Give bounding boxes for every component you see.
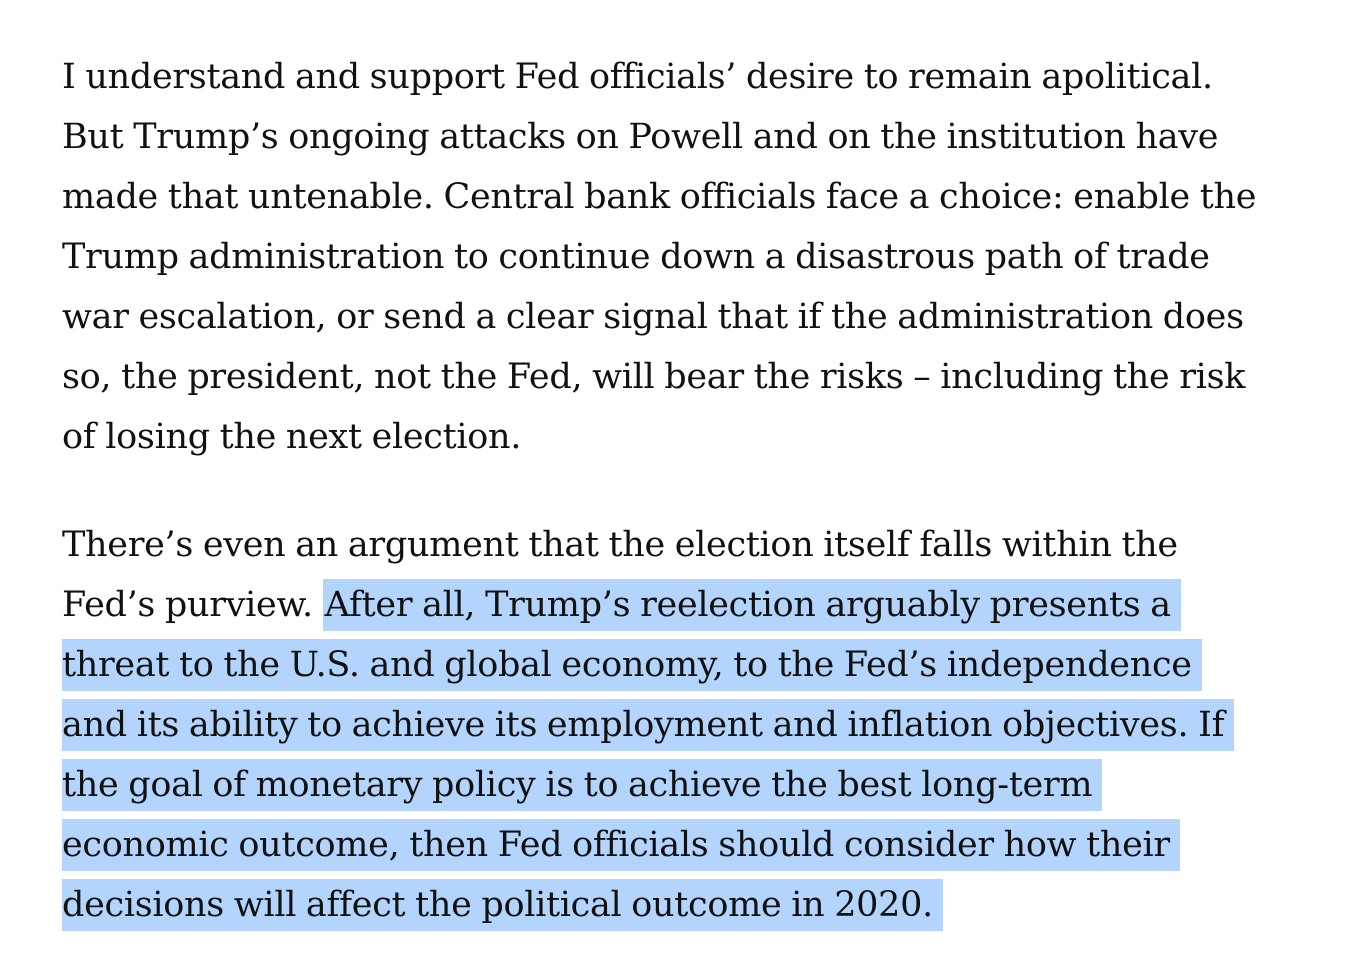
paragraph-line: But Trump’s ongoing attacks on Powell an… xyxy=(62,117,1219,157)
paragraph-line: Trump administration to continue down a … xyxy=(62,237,1210,277)
selected-text[interactable]: threat to the U.S. and global economy, t… xyxy=(62,639,1202,691)
paragraph-line: economic outcome, then Fed officials sho… xyxy=(62,815,1312,875)
paragraph-line: threat to the U.S. and global economy, t… xyxy=(62,635,1312,695)
paragraph-line: so, the president, not the Fed, will bea… xyxy=(62,357,1246,397)
paragraph-2: There’s even an argument that the electi… xyxy=(62,515,1312,935)
plain-text: Fed’s purview. xyxy=(62,585,313,625)
paragraph-line: decisions will affect the political outc… xyxy=(62,875,1312,935)
selected-text[interactable]: decisions will affect the political outc… xyxy=(62,879,943,931)
paragraph-line: war escalation, or send a clear signal t… xyxy=(62,297,1244,337)
selected-text[interactable]: the goal of monetary policy is to achiev… xyxy=(62,759,1103,811)
paragraph-line: There’s even an argument that the electi… xyxy=(62,525,1178,565)
paragraph-line: Fed’s purview. After all, Trump’s reelec… xyxy=(62,575,1312,635)
paragraph-line: and its ability to achieve its employmen… xyxy=(62,695,1312,755)
selected-text[interactable]: and its ability to achieve its employmen… xyxy=(62,699,1235,751)
selected-text[interactable]: After all, Trump’s reelection arguably p… xyxy=(322,579,1181,631)
paragraph-line: the goal of monetary policy is to achiev… xyxy=(62,755,1312,815)
selected-text[interactable]: economic outcome, then Fed officials sho… xyxy=(62,819,1180,871)
paragraph-line: I understand and support Fed officials’ … xyxy=(62,57,1213,97)
article-body: I understand and support Fed officials’ … xyxy=(62,47,1312,935)
paragraph-1: I understand and support Fed officials’ … xyxy=(62,47,1312,467)
paragraph-line: of losing the next election. xyxy=(62,417,522,457)
paragraph-line: made that untenable. Central bank offici… xyxy=(62,177,1257,217)
